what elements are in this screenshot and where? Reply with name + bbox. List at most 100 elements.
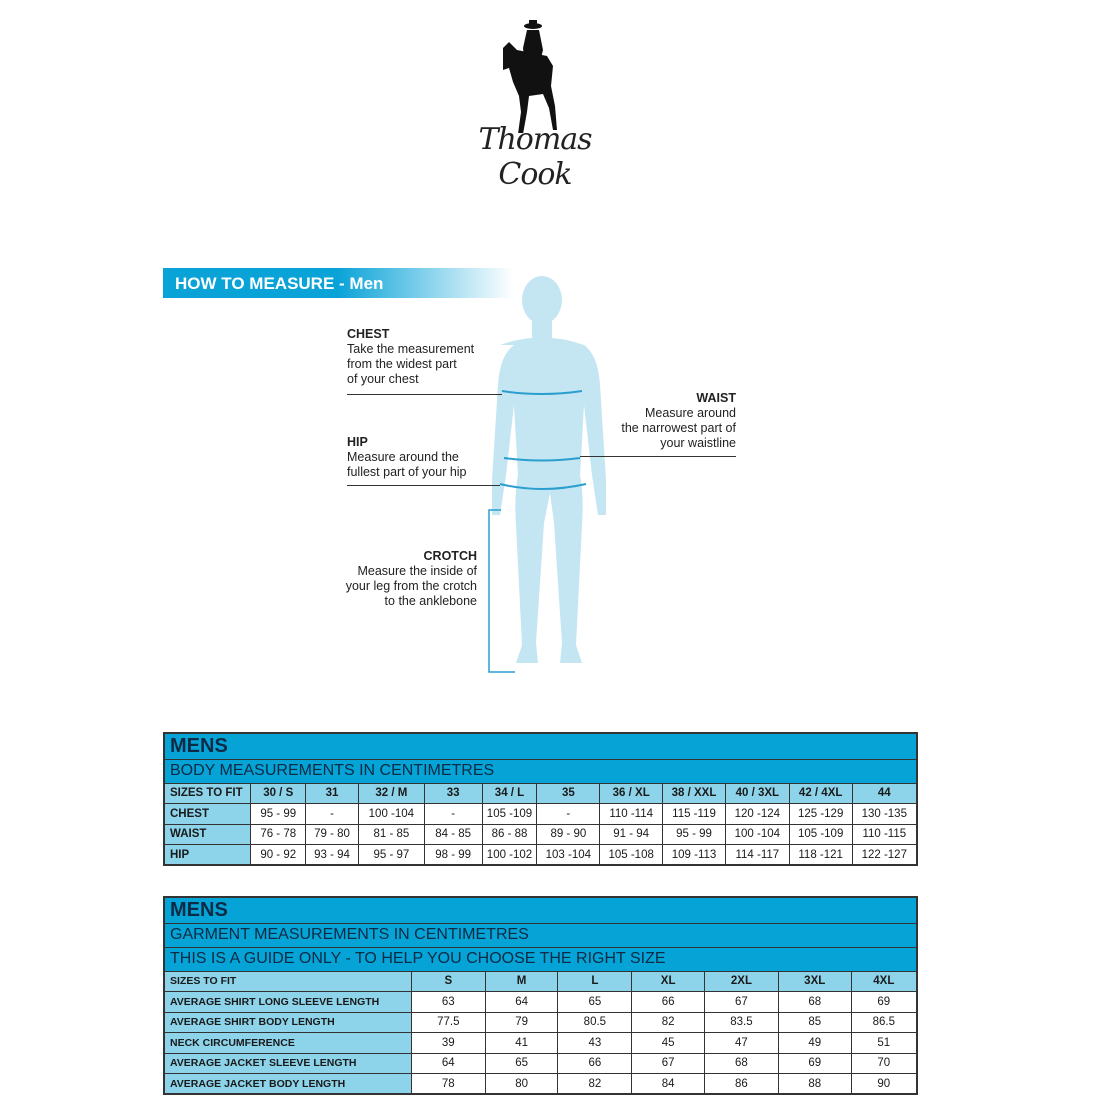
- row-label: AVERAGE JACKET BODY LENGTH: [163, 1073, 412, 1095]
- row-label: NECK CIRCUMFERENCE: [163, 1032, 412, 1054]
- column-header: SIZES TO FIT: [163, 782, 252, 804]
- body-figure-icon: [492, 276, 606, 663]
- table-note: THIS IS A GUIDE ONLY - TO HELP YOU CHOOS…: [163, 946, 918, 972]
- table-row: AVERAGE JACKET BODY LENGTH 78 80 82 84 86 88 90: [163, 1073, 918, 1095]
- table-row: CHEST 95 - 99-100 -104-105 -109-110 -114 1…: [163, 803, 918, 825]
- table-row: AVERAGE JACKET SLEEVE LENGTH 64 65 66 67 68 69…: [163, 1052, 918, 1074]
- table-cell: 79 - 80: [305, 823, 359, 845]
- table-cell: 85: [777, 1011, 852, 1033]
- row-label: WAIST: [163, 823, 252, 845]
- table-title: MENS: [163, 896, 918, 924]
- table-row: WAIST 76 - 78 79 - 80 81 - 85 84 - 85 86 - 88…: [163, 823, 918, 845]
- garment-measurements-table: MENS GARMENT MEASUREMENTS IN CENTIMETRES…: [163, 896, 918, 1095]
- table-cell: 45: [631, 1032, 706, 1054]
- table-cell: -: [305, 803, 359, 825]
- brand-logo-text: Thomas Cook: [478, 122, 592, 192]
- table-title: MENS: [163, 732, 918, 760]
- crotch-guide-line: [488, 509, 515, 673]
- table-cell: 118 -121: [788, 844, 853, 866]
- column-header: 36 / XL: [599, 782, 664, 804]
- header-row: SIZES TO FIT S M L XL 2XL 3XL 4XL: [163, 970, 918, 992]
- column-header: XL: [631, 970, 706, 992]
- table-cell: 47: [704, 1032, 779, 1054]
- table-cell: 109 -113: [662, 844, 726, 866]
- table-cell: 68: [704, 1052, 779, 1074]
- row-label: CHEST: [163, 803, 252, 825]
- table-cell: 79: [484, 1011, 559, 1033]
- table-cell: 67: [631, 1052, 706, 1074]
- column-header: S: [410, 970, 486, 992]
- table-subtitle: BODY MEASUREMENTS IN CENTIMETRES: [163, 758, 918, 784]
- table-cell: 80.5: [557, 1011, 633, 1033]
- column-header: 3XL: [777, 970, 852, 992]
- table-cell: 100 -104: [724, 823, 790, 845]
- table-cell: 49: [777, 1032, 852, 1054]
- row-label: AVERAGE SHIRT LONG SLEEVE LENGTH: [163, 991, 412, 1013]
- table-cell: 86 - 88: [481, 823, 538, 845]
- table-cell: 84: [631, 1073, 706, 1095]
- header-row: SIZES TO FIT 30 / S 31 32 / M 33 34 / L 35 36 /…: [163, 782, 918, 804]
- table-cell: 95 - 99: [250, 803, 307, 825]
- table-cell: 105 -109: [788, 823, 853, 845]
- table-cell: 90 - 92: [250, 844, 307, 866]
- crotch-note: CROTCH Measure the inside of your leg from…: [345, 549, 477, 608]
- column-header: 42 / 4XL: [788, 782, 853, 804]
- table-cell: 93 - 94: [305, 844, 359, 866]
- hip-note: HIP Measure around the fullest part of you…: [347, 435, 467, 479]
- table-cell: -: [536, 803, 601, 825]
- column-header: 34 / L: [481, 782, 538, 804]
- column-header: 35: [536, 782, 601, 804]
- column-header: 38 / XXL: [662, 782, 726, 804]
- horse-rider-logo-icon: [503, 20, 557, 133]
- table-row: HIP 90 - 92 93 - 94 95 - 97 98 - 99 100 -102 1…: [163, 844, 918, 866]
- table-cell: 88: [777, 1073, 852, 1095]
- table-cell: 64: [484, 991, 559, 1013]
- table-cell: 51: [850, 1032, 918, 1054]
- table-cell: 100 -104: [357, 803, 425, 825]
- table-cell: 67: [704, 991, 779, 1013]
- waist-note: WAIST Measure around the narrowest part of…: [621, 391, 736, 450]
- table-cell: 82: [557, 1073, 633, 1095]
- table-cell: 110 -114: [599, 803, 664, 825]
- table-cell: 78: [410, 1073, 486, 1095]
- body-measurements-table: MENS BODY MEASUREMENTS IN CENTIMETRES SI…: [163, 732, 918, 866]
- table-cell: -: [423, 803, 483, 825]
- how-to-measure-banner: HOW TO MEASURE - Men: [163, 268, 513, 298]
- table-cell: 91 - 94: [599, 823, 664, 845]
- table-cell: 89 - 90: [536, 823, 601, 845]
- table-cell: 95 - 97: [357, 844, 425, 866]
- table-cell: 98 - 99: [423, 844, 483, 866]
- table-row: AVERAGE SHIRT BODY LENGTH 77.5 79 80.5 82 83.…: [163, 1011, 918, 1033]
- table-cell: 82: [631, 1011, 706, 1033]
- table-cell: 64: [410, 1052, 486, 1074]
- table-cell: 125 -129: [788, 803, 853, 825]
- table-cell: 110 -115: [851, 823, 918, 845]
- table-row: NECK CIRCUMFERENCE 39 41 43 45 47 49 51: [163, 1032, 918, 1054]
- table-cell: 86.5: [850, 1011, 918, 1033]
- chest-note: CHEST Take the measurement from the widest…: [347, 327, 475, 386]
- table-cell: 81 - 85: [357, 823, 425, 845]
- waist-pointer-line: [580, 456, 736, 457]
- column-header: 32 / M: [357, 782, 425, 804]
- table-cell: 65: [557, 991, 633, 1013]
- column-header: 31: [305, 782, 359, 804]
- table-cell: 114 -117: [724, 844, 790, 866]
- table-cell: 83.5: [704, 1011, 779, 1033]
- table-cell: 122 -127: [851, 844, 918, 866]
- table-cell: 76 - 78: [250, 823, 307, 845]
- table-subtitle: GARMENT MEASUREMENTS IN CENTIMETRES: [163, 922, 918, 948]
- table-cell: 77.5: [410, 1011, 486, 1033]
- table-cell: 65: [484, 1052, 559, 1074]
- table-cell: 70: [850, 1052, 918, 1074]
- table-cell: 115 -119: [662, 803, 726, 825]
- table-cell: 39: [410, 1032, 486, 1054]
- table-cell: 43: [557, 1032, 633, 1054]
- table-cell: 84 - 85: [423, 823, 483, 845]
- table-cell: 130 -135: [851, 803, 918, 825]
- table-row: AVERAGE SHIRT LONG SLEEVE LENGTH 63 64 65 66…: [163, 991, 918, 1013]
- chest-pointer-line: [347, 394, 502, 395]
- table-cell: 41: [484, 1032, 559, 1054]
- table-cell: 63: [410, 991, 486, 1013]
- column-header: 2XL: [704, 970, 779, 992]
- table-cell: 95 - 99: [662, 823, 726, 845]
